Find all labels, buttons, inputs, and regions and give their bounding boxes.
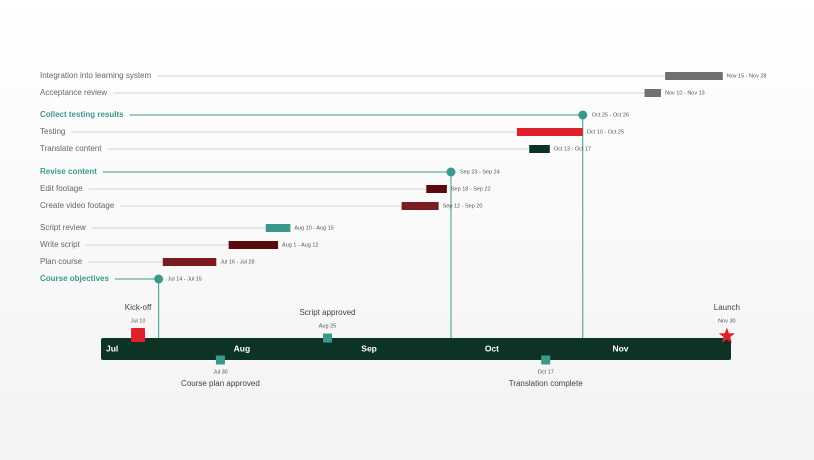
milestone-marker (322, 333, 332, 343)
task-name: Course objectives (40, 274, 109, 283)
month-label: Oct (485, 343, 499, 353)
task-bar (665, 72, 723, 80)
summary-marker (446, 167, 456, 177)
task-name: Edit footage (40, 184, 83, 193)
task-bar (265, 224, 291, 232)
task-name: Write script (40, 240, 81, 249)
task-dates: Nov 15 - Nov 28 (727, 73, 767, 79)
task-dates: Sep 18 - Sep 22 (451, 186, 491, 192)
milestone-date: Nov 30 (718, 318, 735, 324)
milestone-date: Jul 10 (131, 318, 146, 324)
task-bar (529, 145, 550, 153)
task-dates: Aug 1 - Aug 12 (282, 242, 318, 248)
timeline-axis (101, 338, 731, 360)
task-dates: Oct 25 - Oct 26 (592, 112, 629, 118)
task-name: Plan course (40, 257, 83, 266)
task-bar (228, 241, 279, 249)
task-name: Revise content (40, 167, 97, 176)
milestone-label: Course plan approved (181, 379, 260, 388)
summary-marker (578, 110, 588, 120)
task-dates: Oct 10 - Oct 25 (587, 129, 624, 135)
task-bar (401, 202, 439, 210)
milestone-marker (131, 328, 146, 342)
milestone-label: Script approved (299, 308, 355, 317)
task-dates: Jul 16 - Jul 28 (220, 259, 254, 265)
task-bar (426, 185, 447, 193)
milestone-label: Kick-off (125, 303, 152, 312)
task-name: Testing (40, 127, 65, 136)
month-label: Sep (361, 343, 377, 353)
task-dates: Oct 13 - Oct 17 (554, 146, 591, 152)
milestone-date: Aug 25 (319, 323, 336, 329)
task-name: Integration into learning system (40, 71, 152, 80)
milestone-date: Jul 30 (213, 369, 228, 375)
task-name: Acceptance review (40, 88, 107, 97)
month-label: Aug (234, 343, 251, 353)
task-name: Script review (40, 223, 86, 232)
task-dates: Aug 10 - Aug 15 (294, 225, 333, 231)
task-bar (162, 258, 217, 266)
milestone-marker (718, 327, 735, 343)
milestone-label: Launch (714, 303, 740, 312)
task-bar (516, 128, 583, 136)
milestone-marker (541, 355, 551, 365)
task-name: Create video footage (40, 201, 115, 210)
summary-marker (154, 274, 164, 284)
milestone-marker (215, 355, 225, 365)
task-dates: Nov 10 - Nov 13 (665, 90, 705, 96)
task-dates: Sep 12 - Sep 20 (443, 203, 483, 209)
task-name: Collect testing results (40, 110, 124, 119)
task-bar (644, 89, 661, 97)
task-dates: Jul 14 - Jul 15 (168, 276, 202, 282)
month-label: Nov (612, 343, 628, 353)
milestone-label: Translation complete (509, 379, 584, 388)
milestone-date: Oct 17 (538, 369, 554, 375)
month-label: Jul (106, 343, 118, 353)
task-name: Translate content (40, 144, 102, 153)
task-dates: Sep 23 - Sep 24 (460, 169, 500, 175)
